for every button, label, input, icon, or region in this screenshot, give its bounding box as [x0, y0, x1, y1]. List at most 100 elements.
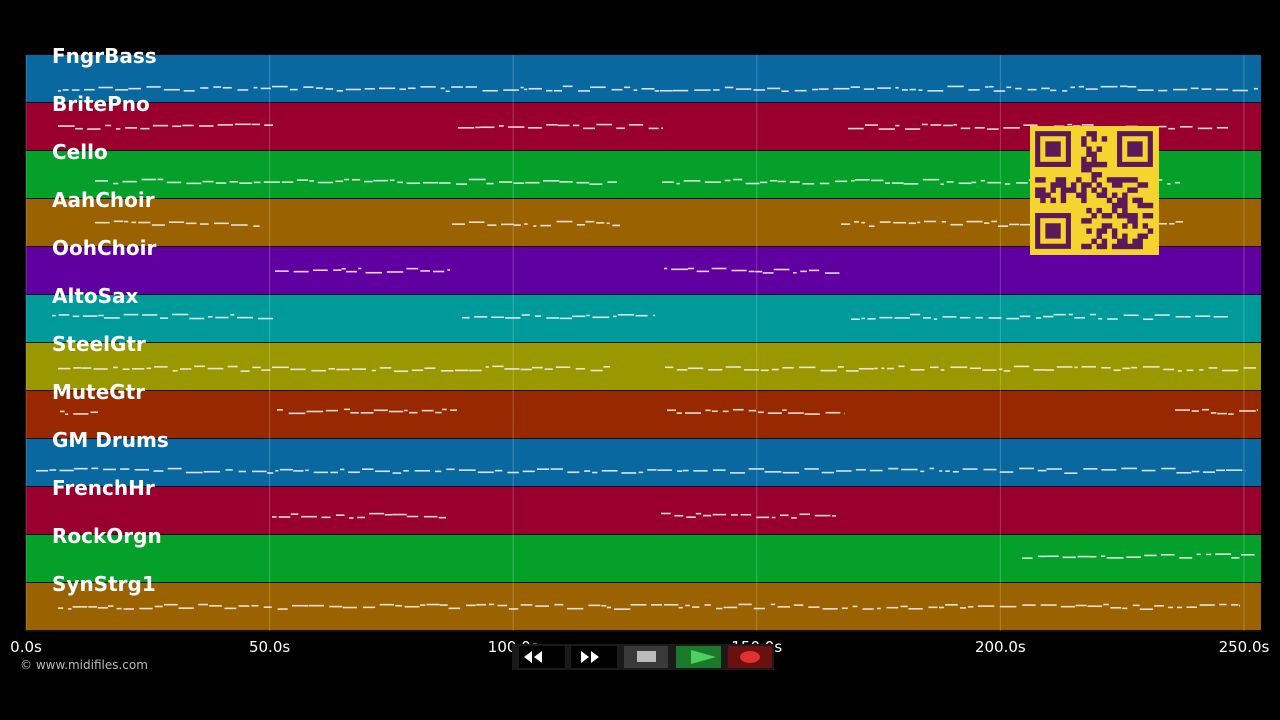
- note: [406, 182, 421, 185]
- note: [777, 180, 786, 183]
- note: [1210, 412, 1217, 414]
- note: [878, 128, 895, 130]
- rewind-button[interactable]: [519, 646, 565, 668]
- note: [421, 409, 434, 412]
- note: [773, 268, 790, 271]
- note: [113, 182, 119, 185]
- note: [674, 514, 684, 517]
- note: [494, 469, 503, 472]
- note: [62, 89, 69, 91]
- fast-forward-button[interactable]: [571, 646, 617, 668]
- note: [1040, 604, 1057, 606]
- note: [292, 604, 308, 607]
- note: [1083, 468, 1098, 470]
- note: [306, 410, 324, 413]
- note: [824, 272, 840, 274]
- qr-module: [1137, 233, 1143, 239]
- note: [229, 180, 238, 183]
- note: [1062, 90, 1068, 92]
- note: [141, 178, 157, 181]
- note: [1256, 409, 1258, 411]
- note: [406, 267, 419, 270]
- note: [585, 220, 595, 223]
- note: [630, 603, 647, 606]
- note: [672, 89, 689, 92]
- note: [991, 220, 998, 223]
- note: [692, 606, 700, 608]
- note: [566, 607, 584, 610]
- note: [1176, 606, 1183, 609]
- qr-module: [1122, 213, 1128, 219]
- note: [974, 127, 985, 129]
- note: [953, 123, 957, 126]
- note: [612, 224, 620, 227]
- note: [263, 181, 280, 183]
- qr-module: [1096, 161, 1102, 168]
- note: [1013, 365, 1030, 368]
- track-lane: [26, 55, 1261, 103]
- note: [98, 86, 113, 89]
- note: [854, 221, 859, 223]
- note: [1077, 555, 1089, 558]
- note: [1239, 410, 1256, 412]
- note: [128, 87, 141, 90]
- note: [325, 409, 339, 412]
- note: [182, 124, 194, 127]
- note: [288, 412, 306, 415]
- qr-module: [1040, 197, 1046, 204]
- note: [164, 603, 178, 606]
- qr-module: [1096, 233, 1102, 239]
- note: [392, 513, 407, 516]
- note: [628, 124, 644, 126]
- note: [468, 221, 485, 224]
- note: [1074, 316, 1086, 319]
- note: [1053, 313, 1066, 316]
- note: [58, 367, 71, 370]
- tick-label: 0.0s: [10, 638, 42, 656]
- note: [682, 469, 689, 472]
- note: [272, 516, 277, 518]
- note: [373, 179, 389, 182]
- note: [885, 182, 891, 184]
- note: [696, 270, 710, 273]
- qr-module: [1122, 233, 1128, 239]
- record-icon: [740, 651, 760, 663]
- note: [433, 270, 445, 273]
- note: [1202, 471, 1216, 473]
- note: [166, 181, 182, 184]
- transport-controls: [512, 644, 774, 670]
- note: [901, 468, 918, 471]
- qr-module: [1137, 202, 1143, 209]
- note: [837, 366, 844, 368]
- play-button[interactable]: [676, 646, 721, 668]
- qr-module: [1106, 213, 1113, 219]
- qr-module: [1070, 187, 1077, 193]
- qr-module: [1122, 238, 1128, 245]
- note: [841, 607, 848, 610]
- note: [1043, 315, 1054, 318]
- record-button[interactable]: [728, 646, 772, 668]
- note: [325, 88, 334, 90]
- note: [677, 470, 683, 472]
- note: [237, 89, 249, 91]
- note: [923, 317, 932, 319]
- qr-module: [1086, 207, 1092, 214]
- note: [939, 606, 945, 609]
- note: [328, 367, 336, 370]
- note: [349, 517, 354, 519]
- note: [702, 514, 712, 517]
- note: [592, 316, 610, 319]
- note: [540, 224, 552, 227]
- note: [715, 607, 723, 610]
- note: [271, 85, 288, 88]
- note: [693, 470, 708, 472]
- note: [452, 223, 465, 225]
- note: [1085, 88, 1098, 90]
- qr-module: [1117, 197, 1123, 204]
- stop-button[interactable]: [624, 646, 668, 668]
- note: [527, 127, 542, 129]
- note: [442, 408, 447, 411]
- note: [789, 181, 800, 183]
- note: [1100, 85, 1118, 88]
- note: [217, 124, 233, 126]
